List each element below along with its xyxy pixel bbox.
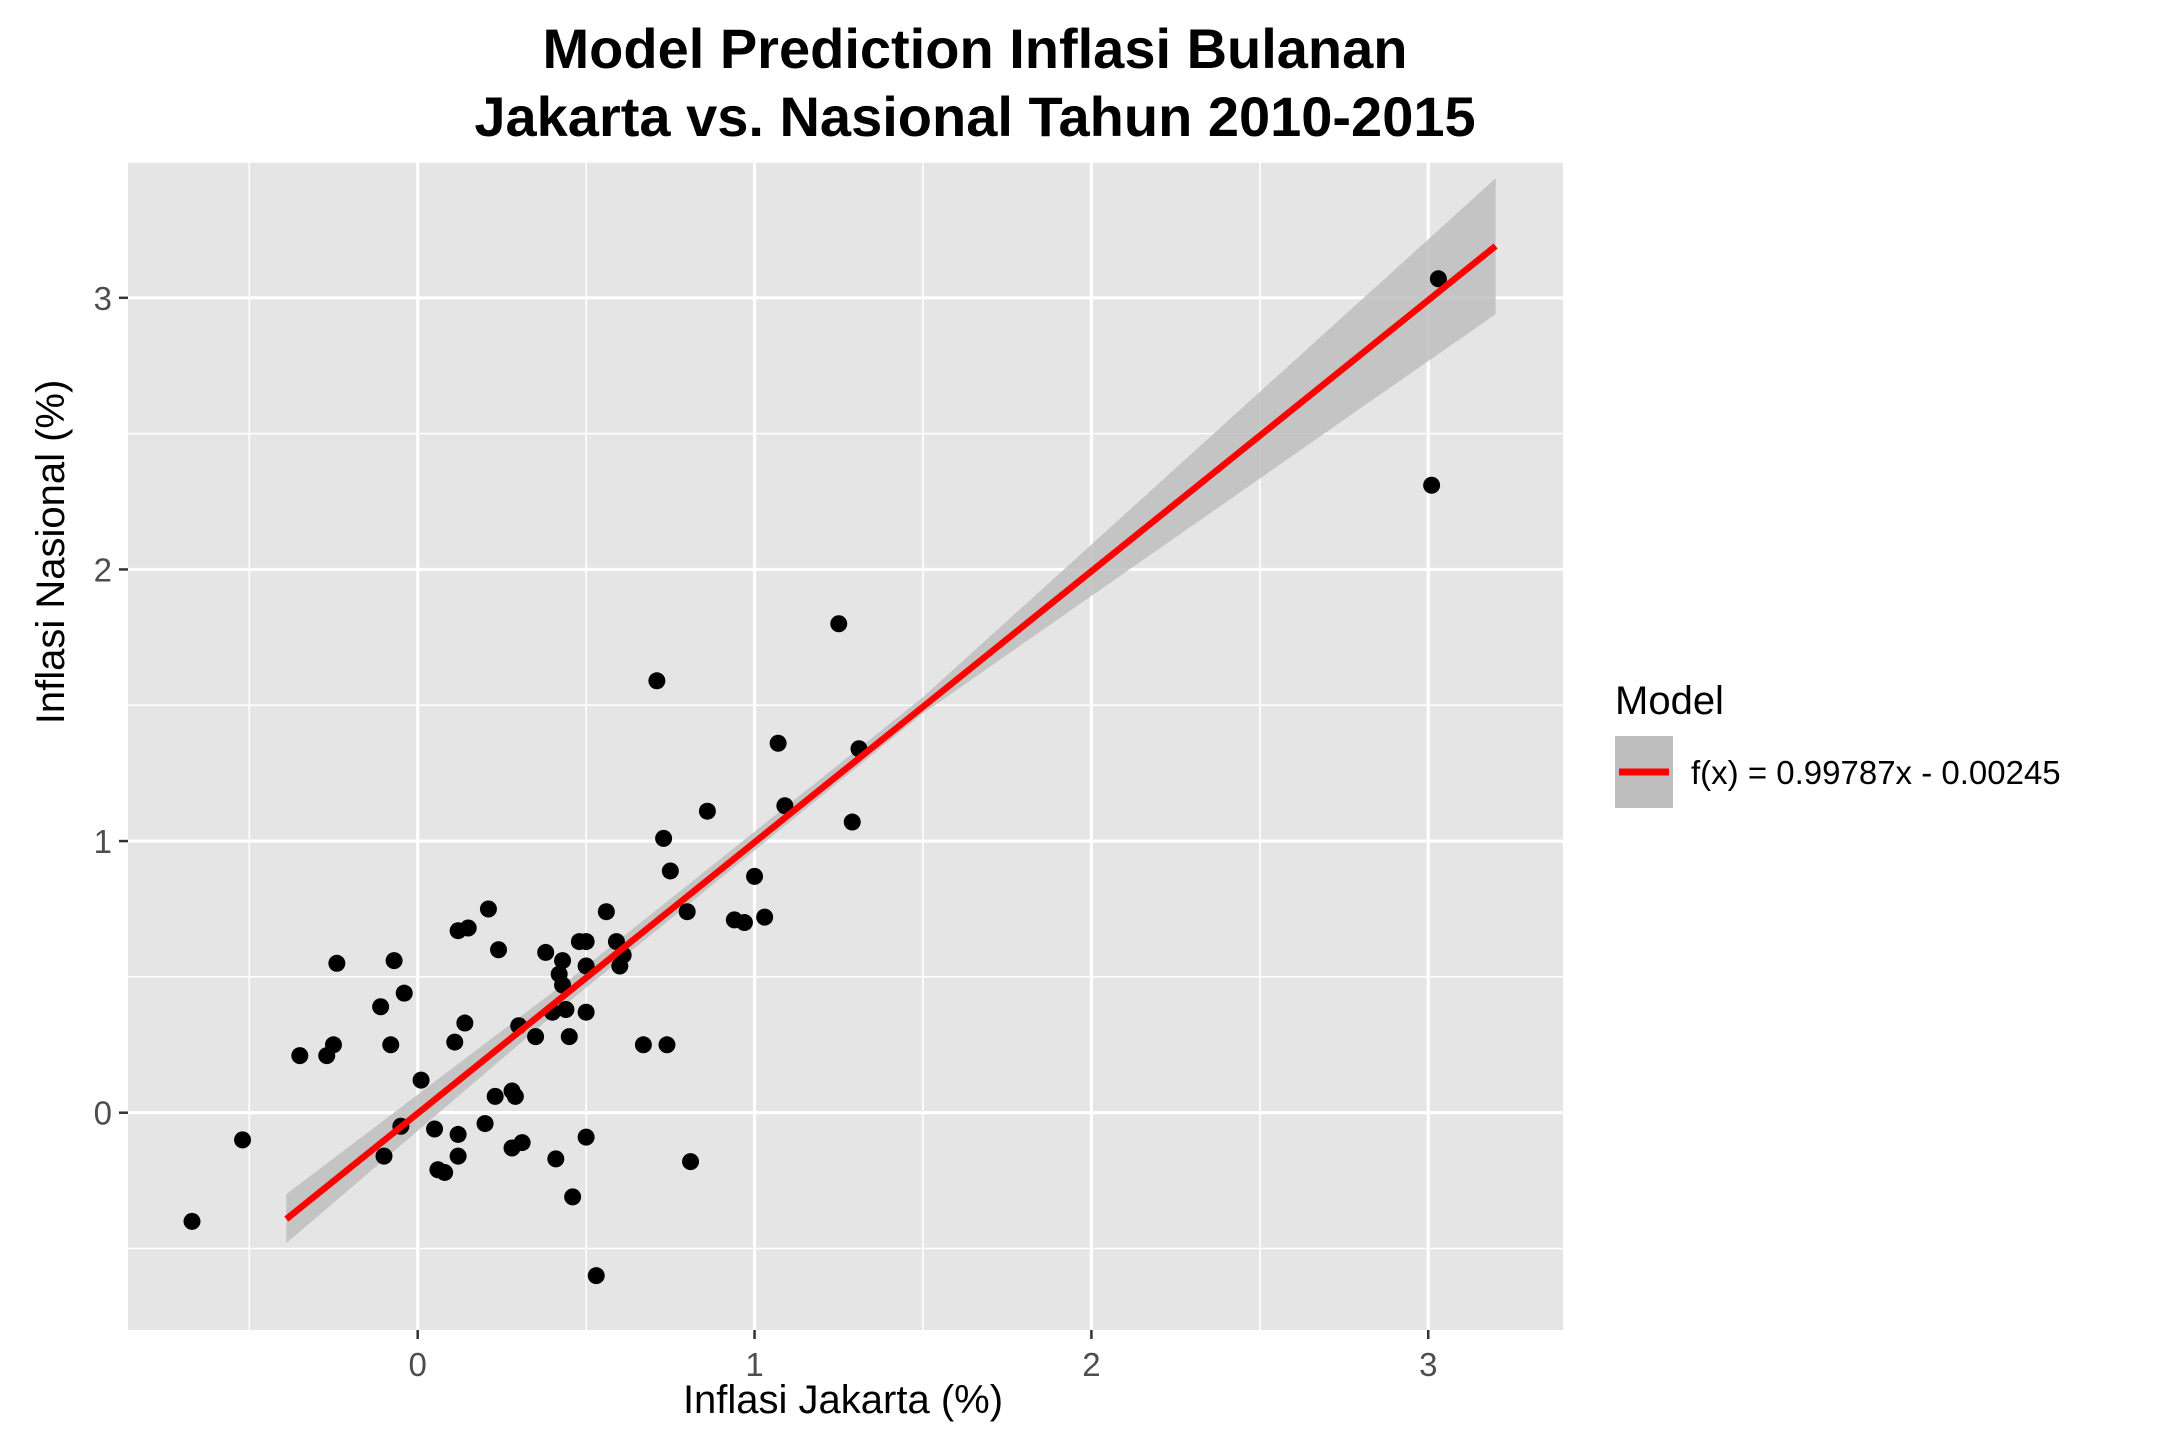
data-point	[456, 1014, 474, 1032]
y-tick-label: 2	[94, 551, 112, 588]
x-tick-label: 2	[1082, 1346, 1100, 1383]
data-point	[577, 1003, 595, 1021]
x-tick-label: 0	[409, 1346, 427, 1383]
data-point	[385, 952, 403, 970]
data-point	[395, 984, 413, 1002]
data-point	[658, 1036, 676, 1054]
legend: Model f(x) = 0.99787x - 0.00245	[1615, 679, 2061, 808]
data-point	[587, 1267, 605, 1285]
data-point	[479, 900, 497, 918]
x-tick-label: 1	[745, 1346, 763, 1383]
data-point	[537, 943, 555, 961]
data-point	[735, 914, 753, 932]
minor-gridlines	[128, 161, 1563, 1330]
data-point	[324, 1036, 342, 1054]
data-point	[234, 1131, 252, 1149]
data-point	[291, 1047, 309, 1065]
x-axis-ticks: 0 1 2 3	[409, 1330, 1437, 1383]
data-point	[678, 903, 696, 921]
data-point	[436, 1163, 454, 1181]
data-point	[661, 862, 679, 880]
data-point	[449, 1147, 467, 1165]
data-point	[577, 933, 595, 951]
data-point	[577, 1128, 595, 1146]
y-axis-title: Inflasi Nasional (%)	[29, 380, 73, 725]
data-point	[490, 941, 508, 959]
data-point	[426, 1120, 444, 1138]
y-tick-label: 0	[94, 1095, 112, 1132]
major-gridlines	[128, 162, 1563, 1330]
data-point	[830, 615, 848, 633]
data-point	[476, 1115, 494, 1133]
y-axis-ticks: 0 1 2 3	[94, 280, 128, 1132]
data-point	[655, 829, 673, 847]
data-point	[557, 1000, 575, 1018]
data-point	[183, 1212, 201, 1230]
data-point	[459, 919, 477, 937]
data-point	[382, 1036, 400, 1054]
data-point	[412, 1071, 430, 1089]
data-point	[328, 954, 346, 972]
fit-line	[284, 243, 1498, 1222]
y-tick-label: 3	[94, 280, 112, 317]
data-point	[776, 797, 794, 815]
legend-title: Model	[1615, 679, 1724, 723]
data-point	[769, 734, 787, 752]
x-axis-title: Inflasi Jakarta (%)	[683, 1378, 1003, 1422]
data-point	[375, 1147, 393, 1165]
data-point	[634, 1036, 652, 1054]
data-point	[746, 867, 764, 885]
data-point	[756, 908, 774, 926]
data-point	[607, 933, 625, 951]
data-point	[1423, 476, 1441, 494]
chart-title-line2: Jakarta vs. Nasional Tahun 2010-2015	[474, 85, 1475, 148]
data-point	[547, 1150, 565, 1168]
data-point	[506, 1087, 524, 1105]
data-point	[372, 998, 390, 1016]
chart-title-line1: Model Prediction Inflasi Bulanan	[543, 17, 1408, 80]
data-point	[554, 952, 572, 970]
data-point	[682, 1153, 700, 1171]
data-point	[560, 1028, 578, 1046]
legend-entry-label: f(x) = 0.99787x - 0.00245	[1691, 754, 2061, 791]
data-point	[843, 813, 861, 831]
data-point	[486, 1087, 504, 1105]
data-point	[698, 802, 716, 820]
y-tick-label: 1	[94, 823, 112, 860]
data-point	[449, 1125, 467, 1143]
data-point	[527, 1028, 545, 1046]
data-point	[597, 903, 615, 921]
data-point	[1429, 270, 1447, 288]
data-point	[648, 672, 666, 690]
data-point	[513, 1134, 531, 1152]
data-point	[564, 1188, 582, 1206]
x-tick-label: 3	[1419, 1346, 1437, 1383]
data-point	[446, 1033, 464, 1051]
